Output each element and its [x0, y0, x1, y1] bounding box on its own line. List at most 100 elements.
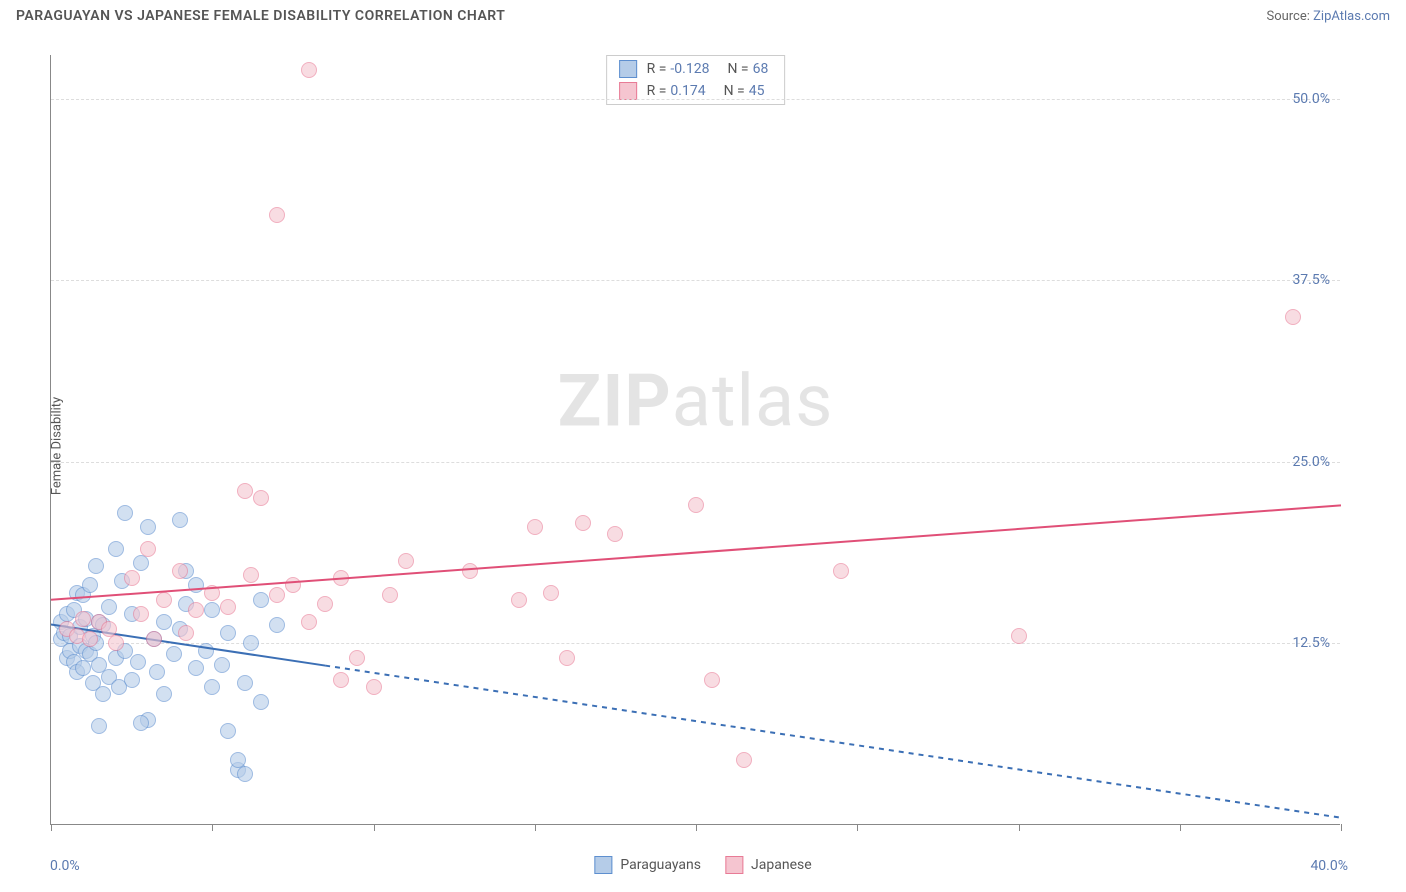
scatter-point [156, 592, 172, 608]
scatter-point [117, 505, 133, 521]
scatter-point [237, 483, 253, 499]
scatter-point [333, 570, 349, 586]
scatter-point [140, 519, 156, 535]
scatter-point [91, 718, 107, 734]
gridline [51, 99, 1340, 100]
scatter-point [285, 577, 301, 593]
scatter-point [243, 567, 259, 583]
scatter-point [156, 614, 172, 630]
x-axis-min-label: 0.0% [50, 858, 80, 874]
y-tick-label: 25.0% [1292, 454, 1330, 470]
scatter-point [82, 577, 98, 593]
scatter-point [124, 570, 140, 586]
scatter-point [462, 563, 478, 579]
gridline [51, 462, 1340, 463]
legend-swatch [725, 856, 743, 874]
scatter-point [220, 625, 236, 641]
scatter-point [333, 672, 349, 688]
scatter-point [75, 660, 91, 676]
scatter-point [82, 631, 98, 647]
chart-title: PARAGUAYAN VS JAPANESE FEMALE DISABILITY… [16, 8, 505, 24]
scatter-point [156, 686, 172, 702]
scatter-point [269, 207, 285, 223]
legend-label: Paraguayans [620, 857, 701, 873]
scatter-point [237, 675, 253, 691]
legend-item: Japanese [725, 856, 812, 874]
scatter-point [140, 541, 156, 557]
scatter-point [204, 585, 220, 601]
scatter-point [124, 672, 140, 688]
trend-line [51, 55, 1341, 825]
x-tick [51, 824, 52, 831]
scatter-point [575, 515, 591, 531]
scatter-point [101, 599, 117, 615]
scatter-point [188, 660, 204, 676]
scatter-point [188, 602, 204, 618]
scatter-point [172, 512, 188, 528]
scatter-point [75, 611, 91, 627]
scatter-point [178, 625, 194, 641]
legend-swatch [619, 60, 637, 78]
legend-label: Japanese [751, 857, 812, 873]
scatter-point [198, 643, 214, 659]
scatter-point [220, 723, 236, 739]
scatter-point [382, 587, 398, 603]
scatter-point [559, 650, 575, 666]
scatter-point [204, 679, 220, 695]
scatter-point [511, 592, 527, 608]
scatter-point [704, 672, 720, 688]
scatter-point [349, 650, 365, 666]
scatter-point [149, 664, 165, 680]
watermark: ZIPatlas [558, 359, 834, 444]
scatter-point [736, 752, 752, 768]
source-attribution: Source: ZipAtlas.com [1266, 9, 1390, 24]
legend-swatch [619, 82, 637, 100]
y-tick-label: 12.5% [1292, 635, 1330, 651]
x-tick [857, 824, 858, 831]
scatter-point [607, 526, 623, 542]
scatter-point [1011, 628, 1027, 644]
scatter-point [108, 541, 124, 557]
y-tick-label: 37.5% [1292, 272, 1330, 288]
chart-legend: Paraguayans Japanese [594, 856, 811, 874]
scatter-chart: ZIPatlas R = -0.128N = 68R = 0.174N = 45… [50, 55, 1340, 825]
x-tick [212, 824, 213, 831]
scatter-point [1285, 309, 1301, 325]
x-tick [1341, 824, 1342, 831]
trend-line [51, 55, 1341, 825]
scatter-point [253, 490, 269, 506]
legend-item: Paraguayans [594, 856, 701, 874]
scatter-point [253, 694, 269, 710]
scatter-point [301, 62, 317, 78]
scatter-point [243, 635, 259, 651]
scatter-point [301, 614, 317, 630]
x-tick [1019, 824, 1020, 831]
x-tick [696, 824, 697, 831]
scatter-point [317, 596, 333, 612]
y-tick-label: 50.0% [1292, 91, 1330, 107]
scatter-point [214, 657, 230, 673]
scatter-point [269, 587, 285, 603]
scatter-point [688, 497, 704, 513]
legend-swatch [594, 856, 612, 874]
scatter-point [237, 766, 253, 782]
scatter-point [166, 646, 182, 662]
scatter-point [146, 631, 162, 647]
scatter-point [88, 558, 104, 574]
scatter-point [133, 715, 149, 731]
x-tick [1180, 824, 1181, 831]
scatter-point [398, 553, 414, 569]
source-link[interactable]: ZipAtlas.com [1313, 9, 1390, 24]
scatter-point [133, 606, 149, 622]
x-tick [374, 824, 375, 831]
scatter-point [269, 617, 285, 633]
scatter-point [366, 679, 382, 695]
scatter-point [130, 654, 146, 670]
x-axis-max-label: 40.0% [1310, 858, 1348, 874]
scatter-point [253, 592, 269, 608]
scatter-point [108, 635, 124, 651]
scatter-point [527, 519, 543, 535]
stats-row: R = -0.128N = 68 [607, 58, 785, 80]
correlation-stats-box: R = -0.128N = 68R = 0.174N = 45 [606, 55, 786, 105]
scatter-point [543, 585, 559, 601]
